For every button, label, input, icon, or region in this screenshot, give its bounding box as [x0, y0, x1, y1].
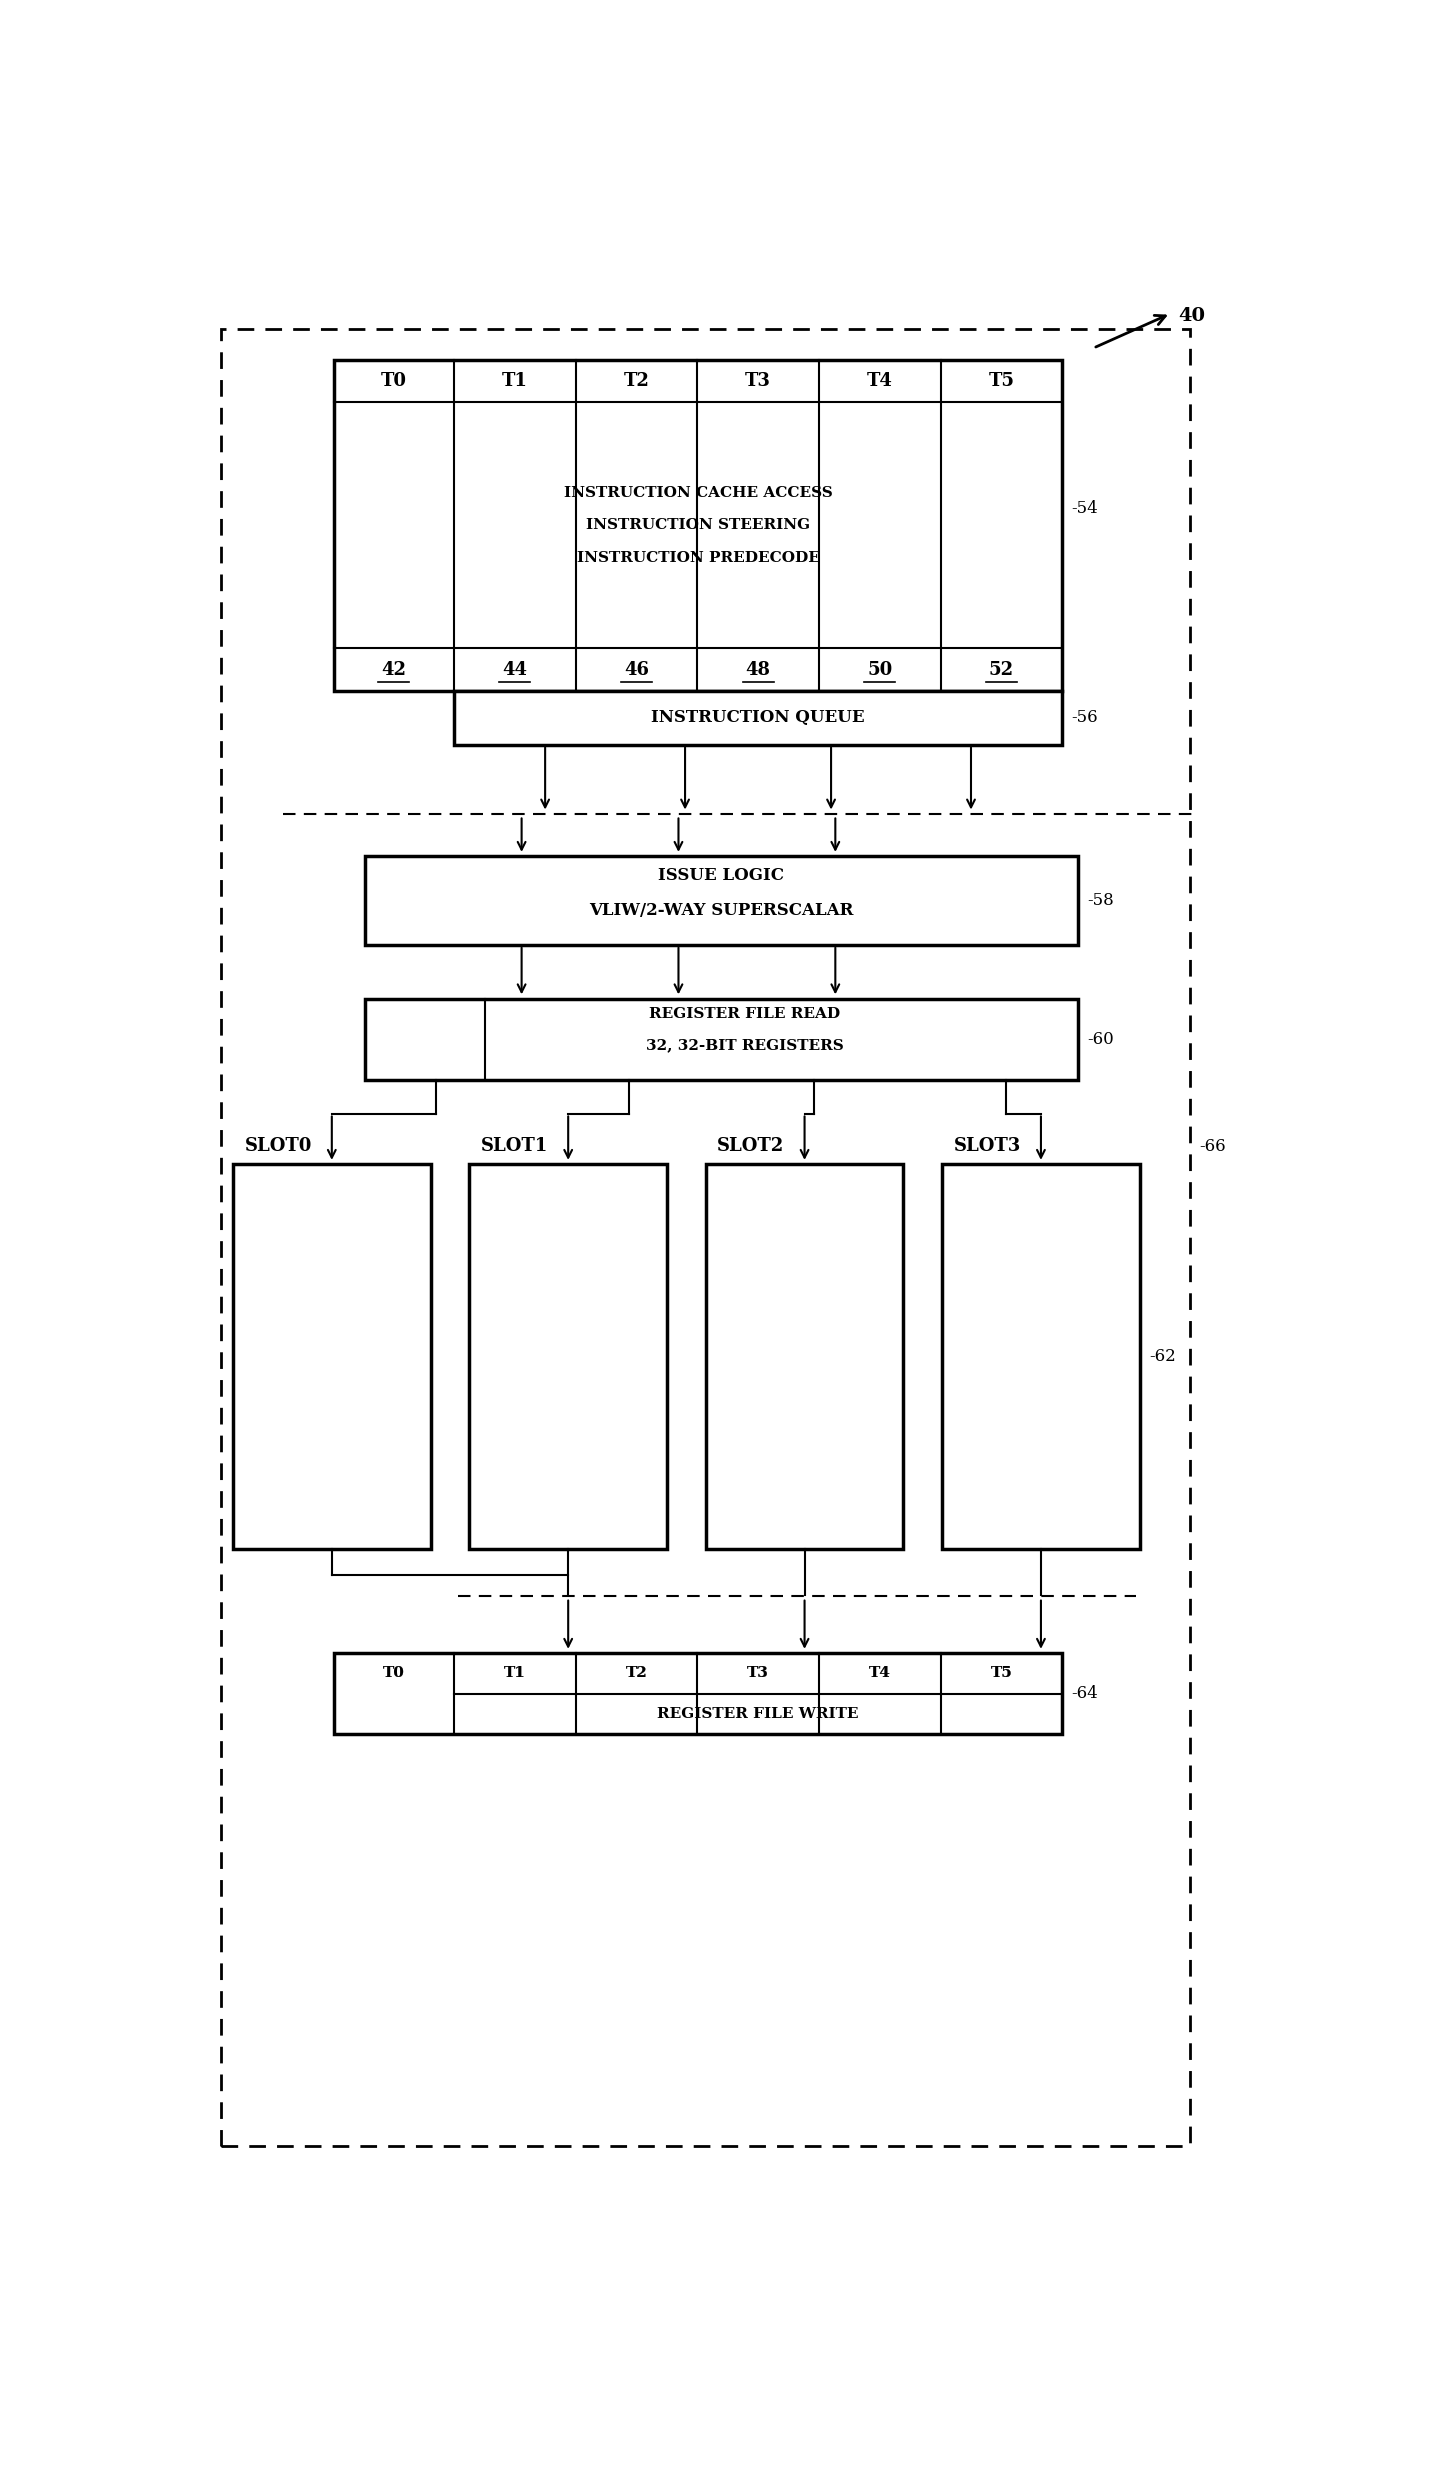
- Text: 52: 52: [990, 661, 1014, 678]
- Text: INSTRUCTION STEERING: INSTRUCTION STEERING: [586, 519, 809, 532]
- Text: -64: -64: [1071, 1684, 1098, 1702]
- Bar: [333, 1654, 1062, 1734]
- Text: 46: 46: [623, 661, 649, 678]
- Text: T3: T3: [746, 1667, 769, 1682]
- Text: T4: T4: [869, 1667, 891, 1682]
- Bar: [222, 328, 1190, 2146]
- Text: -60: -60: [1087, 1031, 1114, 1048]
- Text: INSTRUCTION PREDECODE: INSTRUCTION PREDECODE: [576, 551, 819, 564]
- Text: T0: T0: [383, 1667, 405, 1682]
- Text: T2: T2: [625, 1667, 648, 1682]
- Text: -66: -66: [1200, 1138, 1226, 1155]
- Text: T2: T2: [625, 1667, 648, 1682]
- Text: T3: T3: [746, 1667, 769, 1682]
- Text: 44: 44: [502, 661, 528, 678]
- Text: 48: 48: [745, 661, 771, 678]
- Text: REGISTER FILE READ: REGISTER FILE READ: [649, 1006, 839, 1021]
- Text: 32, 32-BIT REGISTERS: 32, 32-BIT REGISTERS: [645, 1038, 844, 1053]
- Text: T5: T5: [991, 1667, 1012, 1682]
- Text: T0: T0: [383, 1667, 405, 1682]
- Text: 50: 50: [867, 661, 892, 678]
- Text: T1: T1: [502, 373, 528, 390]
- Text: T3: T3: [745, 373, 771, 390]
- Text: -62: -62: [1150, 1349, 1175, 1366]
- Text: T4: T4: [869, 1667, 891, 1682]
- Text: T5: T5: [988, 373, 1014, 390]
- Text: T5: T5: [991, 1667, 1012, 1682]
- Text: SLOT0: SLOT0: [245, 1138, 312, 1155]
- Text: T0: T0: [380, 373, 406, 390]
- Text: T1: T1: [503, 1667, 526, 1682]
- Text: SLOT1: SLOT1: [480, 1138, 548, 1155]
- Bar: [333, 360, 1062, 691]
- Text: SLOT2: SLOT2: [718, 1138, 785, 1155]
- Text: T0: T0: [383, 1667, 405, 1682]
- Text: 42: 42: [382, 661, 406, 678]
- Text: -54: -54: [1071, 499, 1098, 517]
- Text: T4: T4: [867, 373, 892, 390]
- Text: INSTRUCTION QUEUE: INSTRUCTION QUEUE: [651, 710, 865, 725]
- Text: REGISTER FILE WRITE: REGISTER FILE WRITE: [658, 1707, 859, 1721]
- Bar: [365, 999, 1078, 1081]
- Text: VLIW/2-WAY SUPERSCALAR: VLIW/2-WAY SUPERSCALAR: [589, 902, 854, 919]
- Text: 40: 40: [1178, 308, 1205, 325]
- Text: T2: T2: [623, 373, 649, 390]
- Text: T5: T5: [991, 1667, 1012, 1682]
- Bar: [453, 691, 1062, 745]
- Text: -58: -58: [1087, 892, 1114, 909]
- Text: ISSUE LOGIC: ISSUE LOGIC: [658, 867, 784, 884]
- Text: T4: T4: [869, 1667, 891, 1682]
- Text: T1: T1: [503, 1667, 526, 1682]
- Bar: [365, 857, 1078, 944]
- Bar: [706, 1165, 904, 1550]
- Text: SLOT3: SLOT3: [954, 1138, 1021, 1155]
- Text: T3: T3: [746, 1667, 769, 1682]
- Bar: [469, 1165, 666, 1550]
- Bar: [233, 1165, 430, 1550]
- Text: T1: T1: [503, 1667, 526, 1682]
- Bar: [942, 1165, 1140, 1550]
- Text: INSTRUCTION CACHE ACCESS: INSTRUCTION CACHE ACCESS: [563, 487, 832, 499]
- Text: T2: T2: [625, 1667, 648, 1682]
- Text: -56: -56: [1071, 710, 1098, 725]
